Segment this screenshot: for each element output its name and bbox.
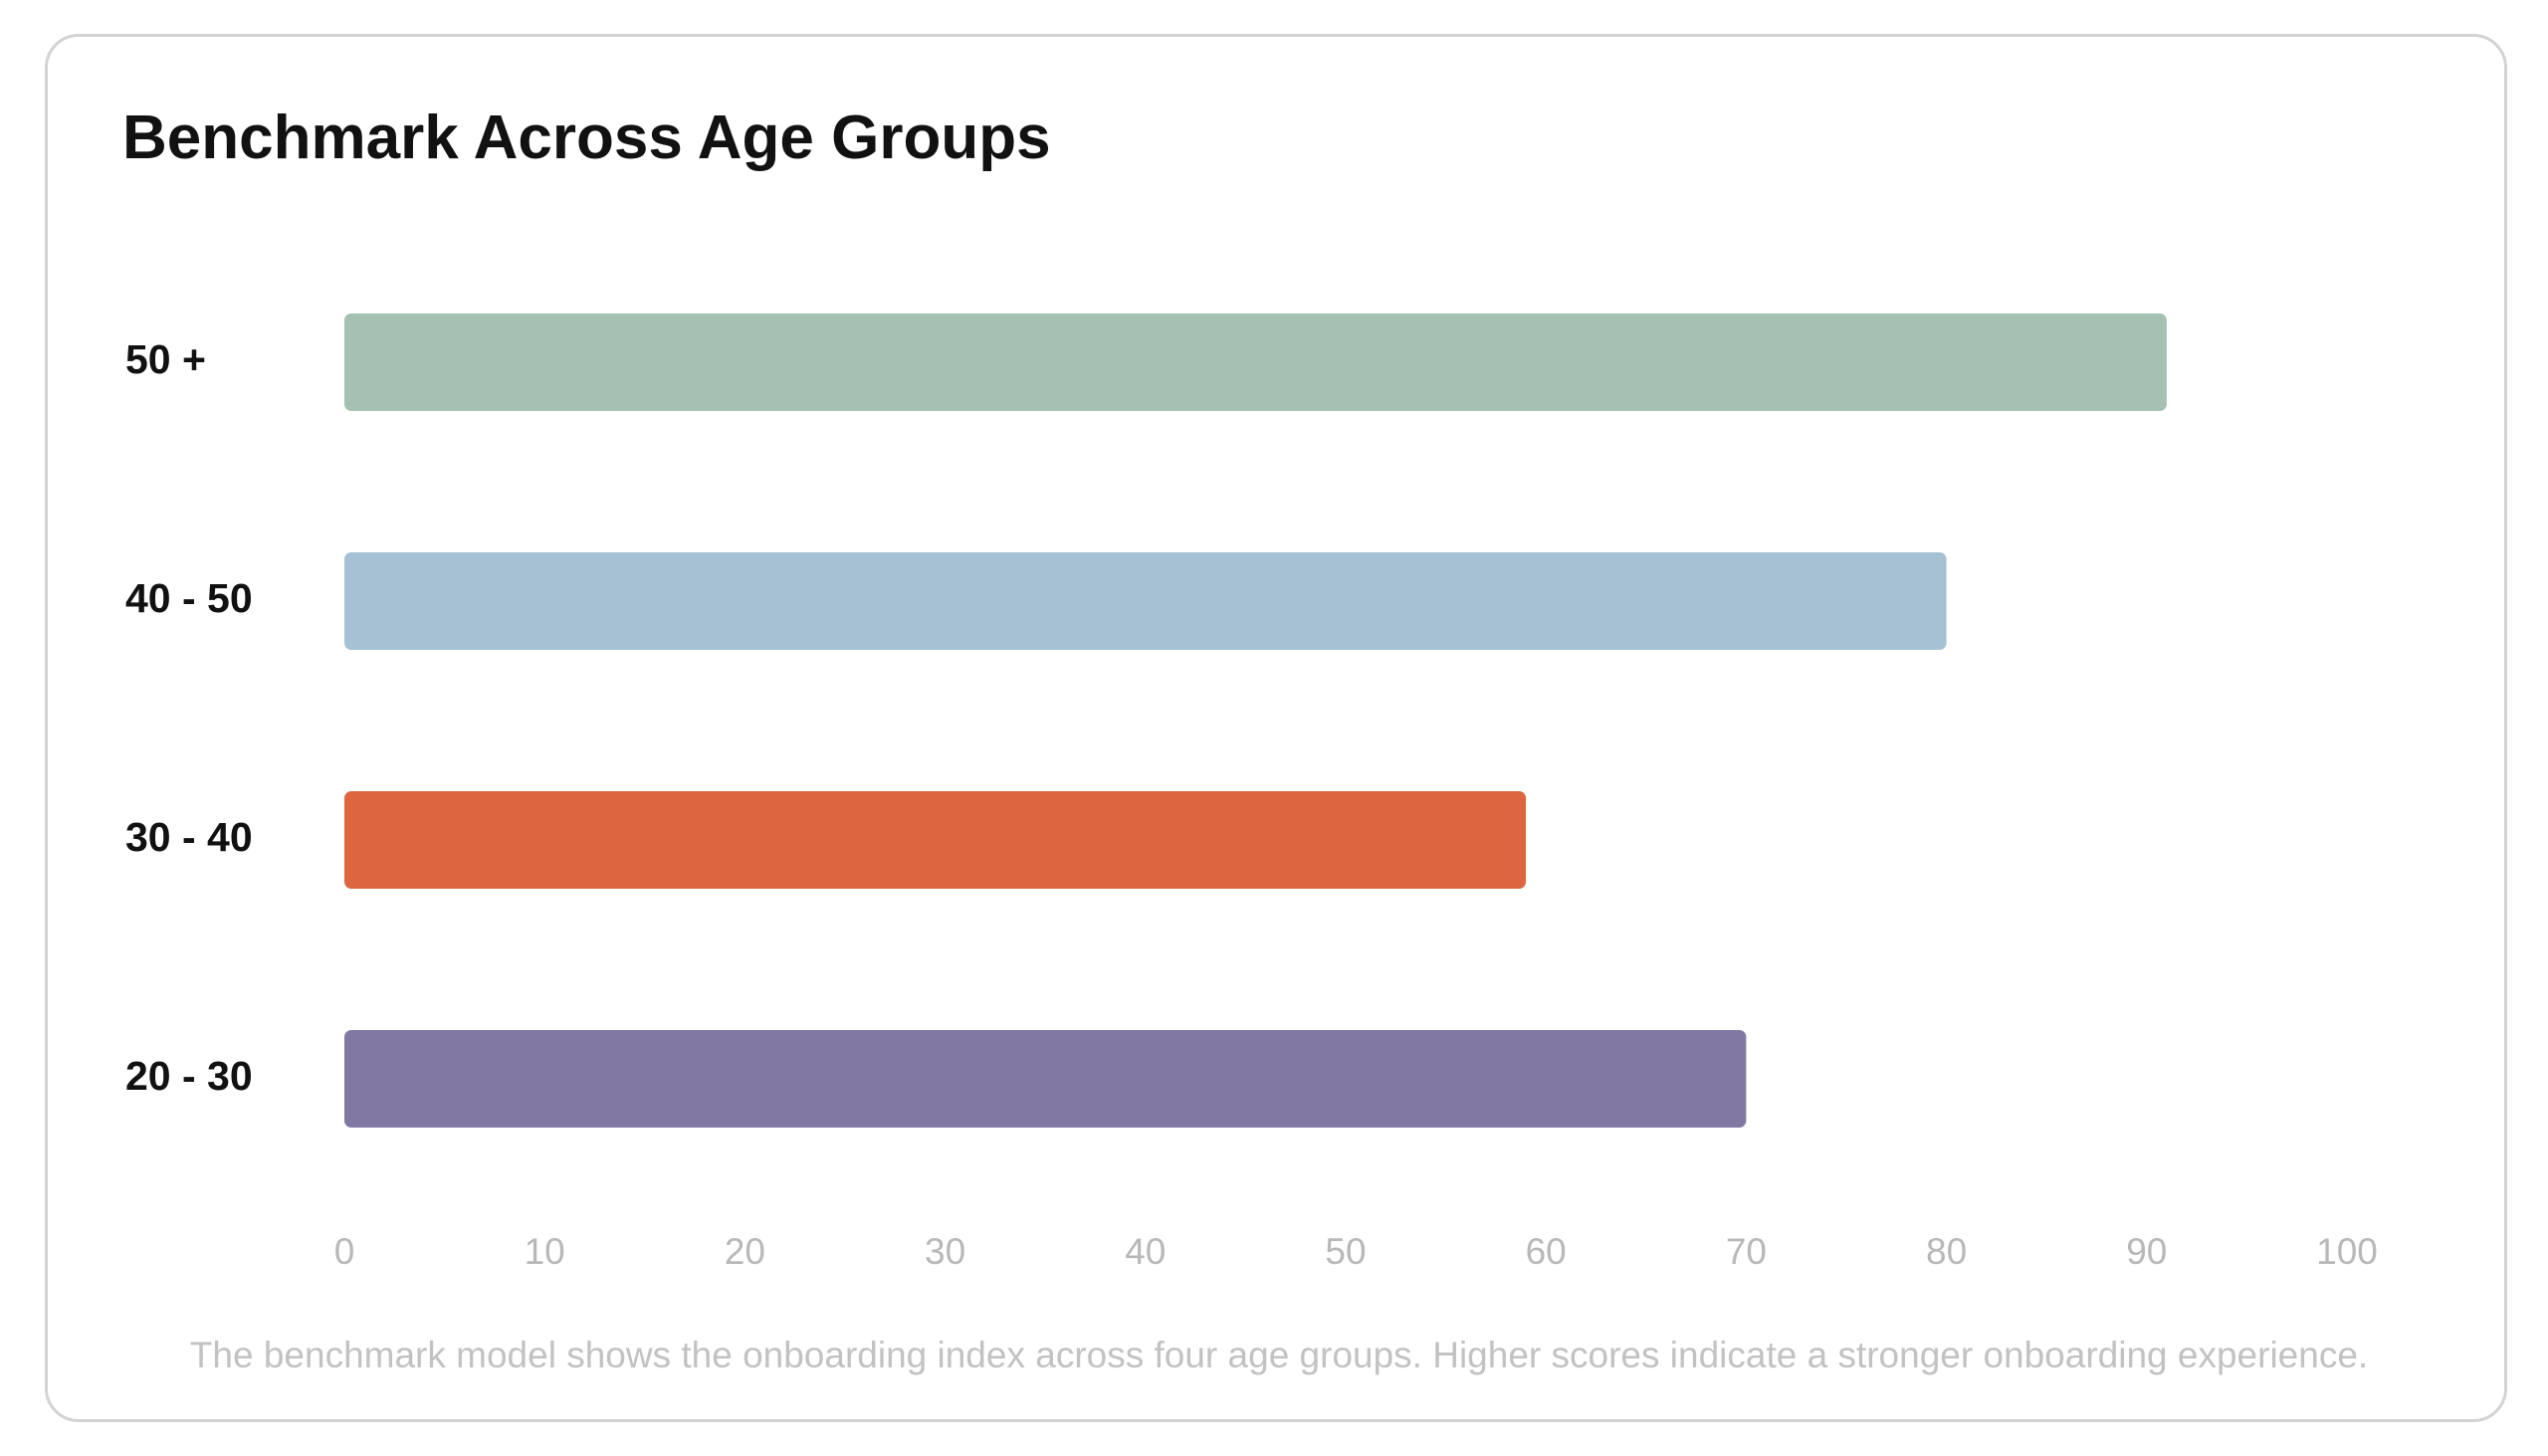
chart-caption: The benchmark model shows the onboarding… xyxy=(189,1335,2369,1375)
x-tick-label: 40 xyxy=(1125,1231,1166,1272)
x-tick-label: 30 xyxy=(925,1231,965,1272)
x-tick-label: 100 xyxy=(2316,1231,2378,1272)
bar[interactable] xyxy=(344,313,2167,411)
x-tick-label: 80 xyxy=(1926,1231,1967,1272)
bar[interactable] xyxy=(344,1030,1747,1128)
bar-chart: 50 + 40 - 50 30 - 40 20 - 30 0 10 20 30 40 50 60 70… xyxy=(125,313,2378,1272)
chart-title: Benchmark Across Age Groups xyxy=(122,104,1051,172)
bar[interactable] xyxy=(344,552,1947,650)
category-label: 30 - 40 xyxy=(125,814,253,860)
x-tick-label: 90 xyxy=(2126,1231,2167,1272)
chart-card: Benchmark Across Age Groups 50 + 40 - 50 3… xyxy=(45,34,2507,1422)
bar[interactable] xyxy=(344,791,1527,889)
x-tick-label: 60 xyxy=(1526,1231,1567,1272)
x-tick-label: 50 xyxy=(1325,1231,1366,1272)
x-tick-label: 70 xyxy=(1726,1231,1767,1272)
x-tick-label: 0 xyxy=(334,1231,355,1272)
category-label: 20 - 30 xyxy=(125,1053,253,1099)
category-label: 40 - 50 xyxy=(125,575,253,621)
x-tick-label: 10 xyxy=(525,1231,565,1272)
category-label: 50 + xyxy=(125,336,206,382)
x-tick-label: 20 xyxy=(725,1231,765,1272)
